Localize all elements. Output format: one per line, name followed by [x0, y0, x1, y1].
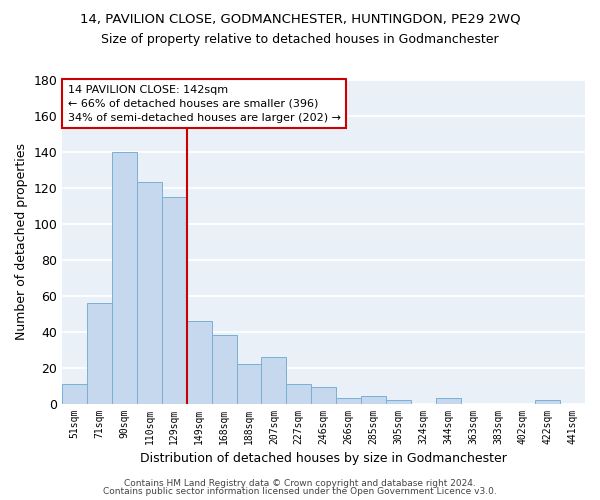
Bar: [62, 384, 87, 404]
Bar: [212, 335, 236, 404]
Bar: [361, 396, 386, 404]
Text: Size of property relative to detached houses in Godmanchester: Size of property relative to detached ho…: [101, 32, 499, 46]
Bar: [311, 388, 336, 404]
Bar: [336, 398, 361, 404]
X-axis label: Distribution of detached houses by size in Godmanchester: Distribution of detached houses by size …: [140, 452, 507, 465]
Bar: [137, 182, 162, 404]
Bar: [436, 398, 461, 404]
Bar: [386, 400, 411, 404]
Bar: [112, 152, 137, 404]
Bar: [535, 400, 560, 404]
Bar: [262, 357, 286, 404]
Bar: [162, 197, 187, 404]
Bar: [236, 364, 262, 404]
Bar: [187, 321, 212, 404]
Text: Contains public sector information licensed under the Open Government Licence v3: Contains public sector information licen…: [103, 487, 497, 496]
Bar: [87, 303, 112, 404]
Y-axis label: Number of detached properties: Number of detached properties: [15, 144, 28, 340]
Bar: [286, 384, 311, 404]
Text: 14 PAVILION CLOSE: 142sqm
← 66% of detached houses are smaller (396)
34% of semi: 14 PAVILION CLOSE: 142sqm ← 66% of detac…: [68, 85, 341, 123]
Text: 14, PAVILION CLOSE, GODMANCHESTER, HUNTINGDON, PE29 2WQ: 14, PAVILION CLOSE, GODMANCHESTER, HUNTI…: [80, 12, 520, 26]
Text: Contains HM Land Registry data © Crown copyright and database right 2024.: Contains HM Land Registry data © Crown c…: [124, 478, 476, 488]
